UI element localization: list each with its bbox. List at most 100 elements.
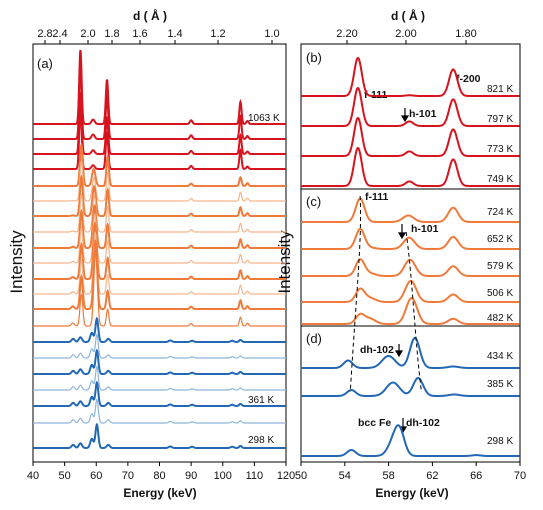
trace-c-2 xyxy=(301,258,520,277)
trace-c-4 xyxy=(301,297,520,325)
trace-d-0 xyxy=(301,336,520,369)
trace-a-17 xyxy=(33,365,286,391)
trace-a-5 xyxy=(33,159,286,202)
top-tick-label-b-0: 2.20 xyxy=(336,28,357,40)
panel-d-frame xyxy=(300,325,521,463)
guide-lines xyxy=(349,195,422,393)
temp-label-773: 773 K xyxy=(487,144,513,155)
trace-b-1 xyxy=(301,86,520,127)
x-tick-label-a-5: 90 xyxy=(185,470,197,482)
x-axis-title-right: Energy (keV) xyxy=(375,486,448,500)
x-tick-label-d-0: 50 xyxy=(295,470,307,482)
x-tick-label-a-2: 60 xyxy=(90,470,102,482)
top-tick-label-b-2: 1.80 xyxy=(455,28,476,40)
trace-a-14 xyxy=(33,316,286,343)
annotation-f200-b: f-200 xyxy=(456,73,481,85)
top-tick-label-b-1: 2.00 xyxy=(395,28,416,40)
x-tick-label-a-4: 80 xyxy=(153,470,165,482)
trace-a-20 xyxy=(33,422,286,449)
temp-label-298: 298 K xyxy=(248,435,274,446)
temp-label-579: 579 K xyxy=(487,261,513,272)
trace-a-13 xyxy=(33,251,286,327)
top-tick-label-a-1: 2.4 xyxy=(52,28,67,40)
top-tick-label-a-2: 2.0 xyxy=(80,28,95,40)
annotation-h101-b: h-101 xyxy=(409,108,437,120)
temp-label-361: 361 K xyxy=(248,395,274,406)
trace-a-10 xyxy=(33,220,286,280)
top-tick-label-a-0: 2.8 xyxy=(37,28,52,40)
arrowhead-h101-b xyxy=(400,115,410,123)
annotation-dh102-d-298: dh-102 xyxy=(406,417,440,429)
trace-a-3 xyxy=(33,106,286,170)
panel-d-label: (d) xyxy=(306,331,322,346)
trace-a-7 xyxy=(33,192,286,233)
x-tick-label-a-1: 50 xyxy=(59,470,71,482)
top-tick-label-a-3: 1.8 xyxy=(104,28,119,40)
trace-a-0 xyxy=(33,49,286,125)
trace-b-2 xyxy=(301,116,520,157)
temp-label-385: 385 K xyxy=(487,379,513,390)
top-tick-label-a-7: 1.0 xyxy=(264,28,279,40)
temp-label-821: 821 K xyxy=(487,84,513,95)
x-tick-label-d-3: 62 xyxy=(426,470,438,482)
trace-a-4 xyxy=(33,141,286,187)
top-axis-title-right: d ( Å ) xyxy=(391,8,425,23)
trace-a-19 xyxy=(33,398,286,424)
temp-label-797: 797 K xyxy=(487,114,513,125)
temp-label-506: 506 K xyxy=(487,288,513,299)
x-tick-label-d-5: 70 xyxy=(514,470,526,482)
trace-d-1 xyxy=(301,376,520,397)
trace-a-18 xyxy=(33,380,286,407)
x-tick-label-d-2: 58 xyxy=(382,470,394,482)
arrowhead-h101-c xyxy=(397,232,407,240)
x-tick-label-d-4: 66 xyxy=(470,470,482,482)
top-tick-label-a-5: 1.4 xyxy=(167,28,182,40)
temp-label-652: 652 K xyxy=(487,234,513,245)
trace-c-0 xyxy=(301,197,520,223)
top-tick-label-a-6: 1.2 xyxy=(210,28,225,40)
trace-a-9 xyxy=(33,213,286,264)
trace-a-12 xyxy=(33,238,286,310)
panel-b-label: (b) xyxy=(306,50,322,65)
temp-label-434: 434 K xyxy=(487,351,513,362)
trace-c-3 xyxy=(301,279,520,303)
y-axis-title-left: Intensity xyxy=(7,230,26,294)
trace-b-0 xyxy=(301,56,520,97)
temp-label-749: 749 K xyxy=(487,174,513,185)
trace-a-11 xyxy=(33,231,286,295)
trace-a-1 xyxy=(33,64,286,140)
guide-h101 xyxy=(405,231,422,393)
annotation-h101-c: h-101 xyxy=(411,223,439,235)
annotation-f111-c: f-111 xyxy=(365,191,389,203)
traces-group xyxy=(33,49,520,457)
trace-a-8 xyxy=(33,204,286,249)
x-tick-label-a-7: 110 xyxy=(246,470,264,482)
ticks-group: 40 50 60 70 80 90 100 110 120 2.8 2.4 2.0 1.8 1.6 1.4 1… xyxy=(27,28,526,482)
temp-label-1063: 1063 K xyxy=(248,113,280,124)
trace-a-15 xyxy=(33,333,286,359)
trace-a-6 xyxy=(33,174,286,217)
trace-a-16 xyxy=(33,348,286,375)
annotation-bccfe-d: bcc Fe xyxy=(358,417,391,429)
annotation-dh102-d: dh-102 xyxy=(360,344,394,356)
temp-label-482: 482 K xyxy=(487,313,513,324)
guide-f111 xyxy=(349,195,362,393)
temp-label-724: 724 K xyxy=(487,207,513,218)
trace-d-2 xyxy=(301,424,520,457)
x-axis-title-left: Energy (keV) xyxy=(123,486,196,500)
arrowhead-dh102-d xyxy=(394,350,404,358)
x-tick-label-d-1: 54 xyxy=(339,470,351,482)
top-tick-label-a-4: 1.6 xyxy=(132,28,147,40)
trace-a-2 xyxy=(33,91,286,155)
panel-a-label: (a) xyxy=(37,56,53,71)
x-tick-label-a-6: 100 xyxy=(214,470,232,482)
x-tick-label-a-3: 70 xyxy=(122,470,134,482)
trace-c-1 xyxy=(301,227,520,250)
trace-b-3 xyxy=(301,146,520,187)
x-tick-label-a-8: 120 xyxy=(277,470,295,482)
top-axis-title-left: d ( Å ) xyxy=(133,8,167,23)
y-axis-title-right: Intensity xyxy=(275,230,294,294)
x-tick-label-a-0: 40 xyxy=(27,470,39,482)
temp-label-298-d: 298 K xyxy=(487,436,513,447)
